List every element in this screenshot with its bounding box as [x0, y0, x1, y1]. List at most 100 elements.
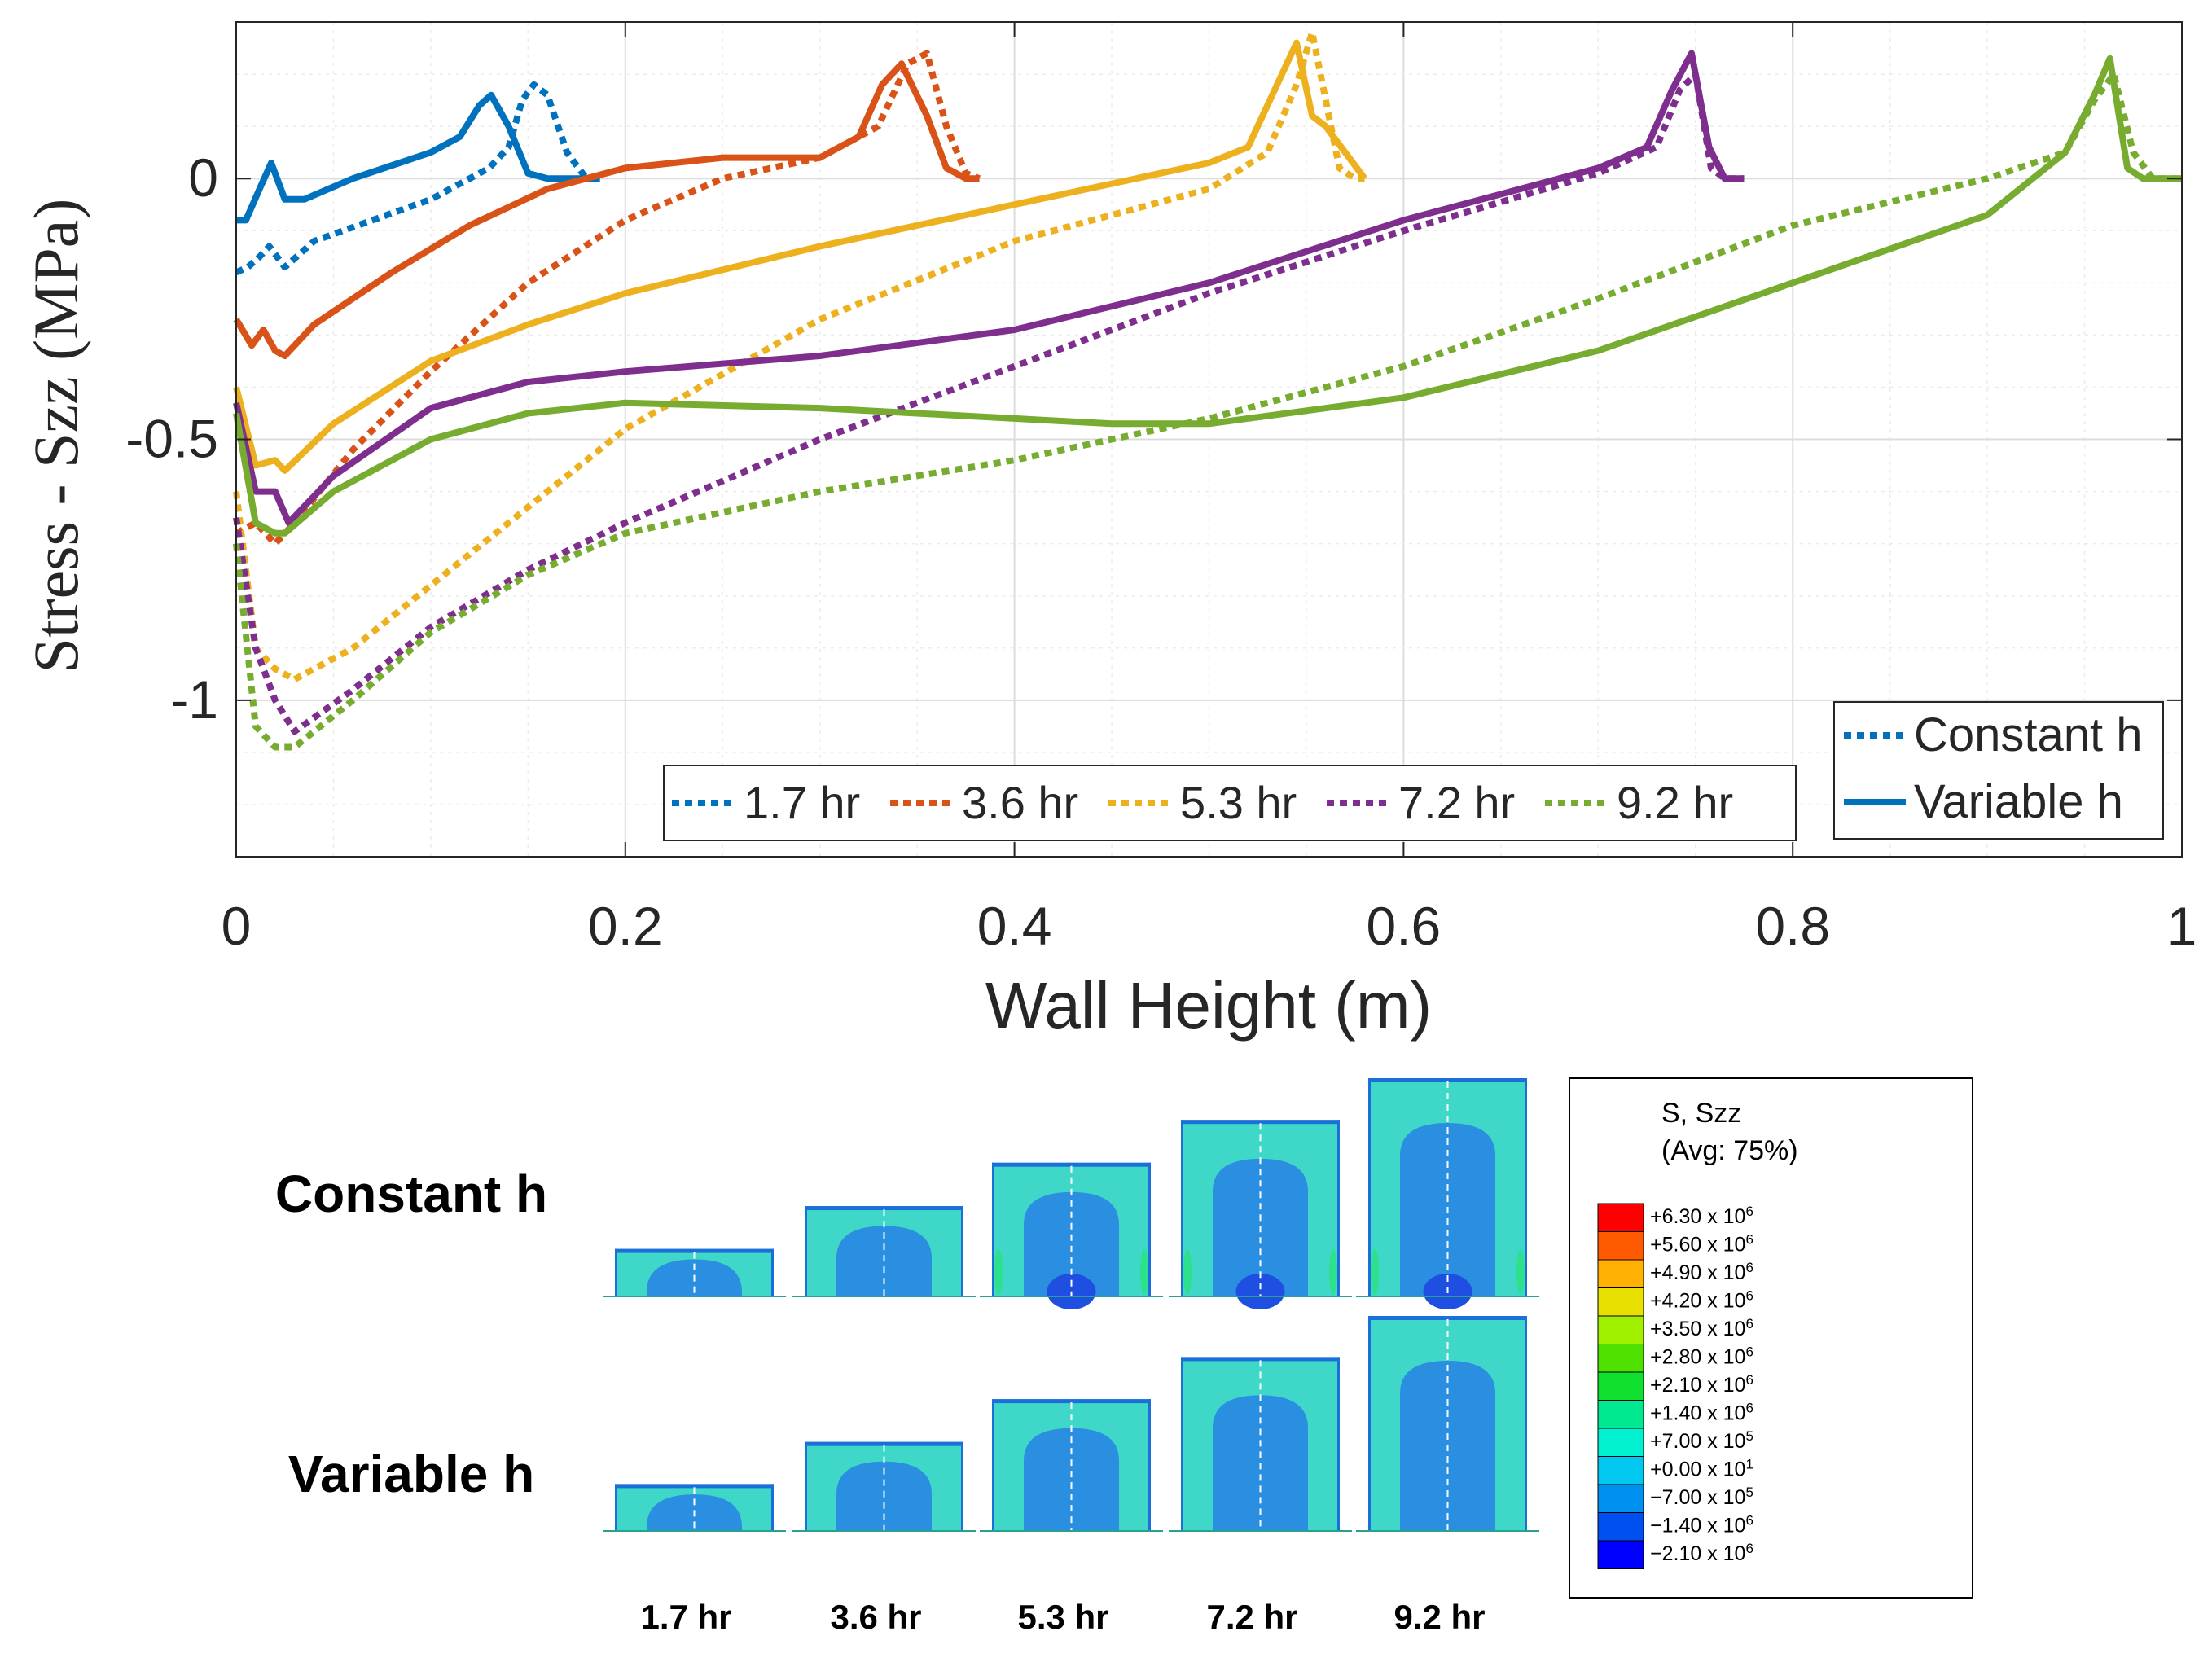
- panel-left-edge: [805, 1441, 807, 1531]
- panel-right-edge: [771, 1484, 774, 1531]
- color-scale-swatch: [1597, 1203, 1644, 1232]
- contour-time-label: 5.3 hr: [1017, 1598, 1108, 1636]
- color-scale-label: +0.00 x 101: [1650, 1457, 1753, 1481]
- color-scale-label: −2.10 x 106: [1650, 1541, 1753, 1565]
- color-scale-subtitle: (Avg: 75%): [1661, 1135, 1798, 1166]
- panel-right-edge: [1525, 1078, 1527, 1296]
- contour-time-label: 3.6 hr: [830, 1598, 921, 1636]
- color-scale-swatch: [1597, 1287, 1644, 1317]
- panel-left-edge: [615, 1484, 617, 1531]
- panel-top-edge: [992, 1162, 1151, 1167]
- legend-time-label: 5.3 hr: [1180, 777, 1297, 828]
- color-scale-label: −7.00 x 105: [1650, 1485, 1753, 1509]
- color-scale-label: +4.20 x 106: [1650, 1288, 1753, 1313]
- x-tick-label: 0.4: [977, 896, 1052, 956]
- panel-left-edge: [1181, 1120, 1183, 1296]
- series-line-72hr-constant: [233, 71, 1745, 735]
- color-scale-swatch: [1597, 1400, 1644, 1429]
- series-line-36hr-constant: [235, 50, 981, 547]
- color-scale-title: S, Szz: [1661, 1098, 1741, 1129]
- contour-panel-constant-1: [603, 1248, 786, 1297]
- panel-right-edge: [1337, 1120, 1340, 1296]
- series-line-17hr-variable: [236, 91, 600, 224]
- legend-style-variable: Variable h: [1914, 775, 2123, 828]
- panel-top-edge: [1368, 1316, 1527, 1320]
- color-scale-label: +6.30 x 106: [1650, 1204, 1753, 1228]
- contour-time-label: 7.2 hr: [1206, 1598, 1297, 1636]
- series-line-53hr-constant: [233, 29, 1365, 683]
- color-scale-label: +2.80 x 106: [1650, 1344, 1753, 1369]
- contour-time-label: 1.7 hr: [640, 1598, 731, 1636]
- panel-right-edge: [961, 1441, 963, 1531]
- panel-top-edge: [615, 1248, 774, 1253]
- panel-top-edge: [1368, 1078, 1527, 1082]
- color-scale-swatch: [1597, 1512, 1644, 1542]
- contour-panel-constant-2: [792, 1206, 976, 1297]
- series-line-53hr-variable: [233, 39, 1367, 474]
- color-scale-swatch: [1597, 1428, 1644, 1457]
- color-scale-label: −1.40 x 106: [1650, 1513, 1753, 1537]
- color-scale-label: +5.60 x 106: [1650, 1232, 1753, 1257]
- color-scale-label: +7.00 x 105: [1650, 1428, 1753, 1453]
- contour-panel-constant-5: [1356, 1078, 1539, 1309]
- panel-edge-tension: [1329, 1249, 1337, 1295]
- color-scale-legend: S, Szz (Avg: 75%) +6.30 x 106 +5.60 x 106…: [1569, 1077, 1973, 1599]
- legend-style-box: [1833, 701, 2164, 840]
- panel-top-edge: [615, 1484, 774, 1489]
- legend-time-label: 7.2 hr: [1398, 777, 1515, 828]
- color-scale-swatch: [1597, 1484, 1644, 1513]
- y-tick-label: -0.5: [125, 409, 218, 469]
- color-scale-swatch: [1597, 1259, 1644, 1288]
- color-scale-swatch: [1597, 1344, 1644, 1373]
- legend-time-label: 3.6 hr: [962, 777, 1078, 828]
- series-line-17hr-constant: [235, 81, 600, 276]
- contour-panels: [603, 1078, 1539, 1532]
- contour-panel-constant-3: [980, 1162, 1163, 1309]
- series-line-72hr-variable: [233, 50, 1745, 526]
- panel-edge-tension: [1516, 1249, 1525, 1295]
- series-line-36hr-variable: [233, 60, 980, 359]
- legend-time-label: 1.7 hr: [744, 777, 860, 828]
- panel-right-edge: [961, 1206, 963, 1296]
- panel-top-edge: [1181, 1120, 1340, 1125]
- legend-time-box: [663, 765, 1797, 841]
- x-axis-label: Wall Height (m): [985, 969, 1432, 1042]
- panel-right-edge: [1148, 1162, 1151, 1296]
- y-tick-label: 0: [188, 147, 218, 208]
- y-tick-label: -1: [170, 669, 218, 730]
- contour-panel-variable-2: [792, 1441, 976, 1532]
- panel-base-compression: [1235, 1274, 1285, 1309]
- color-scale-swatch: [1597, 1231, 1644, 1261]
- panel-top-edge: [1181, 1357, 1340, 1362]
- panel-left-edge: [1368, 1078, 1371, 1296]
- panel-edge-tension: [1371, 1249, 1379, 1295]
- row-label-variable: Variable h: [288, 1445, 534, 1503]
- contour-time-labels: 1.7 hr 3.6 hr 5.3 hr 7.2 hr 9.2 hr: [640, 1598, 1485, 1636]
- row-label-constant: Constant h: [275, 1165, 547, 1223]
- x-tick-label: 0.2: [588, 896, 663, 956]
- panel-top-edge: [805, 1441, 963, 1446]
- plot-series: [233, 29, 2182, 751]
- color-scale-swatch: [1597, 1456, 1644, 1485]
- color-scale-label: +3.50 x 106: [1650, 1316, 1753, 1340]
- contour-panel-variable-3: [980, 1399, 1163, 1532]
- legend-style: Constant h Variable h: [1833, 701, 2164, 840]
- y-axis-label: Stress - Szz (MPa): [20, 199, 91, 673]
- x-tick-label: 0.8: [1755, 896, 1830, 956]
- panel-left-edge: [805, 1206, 807, 1296]
- panel-left-edge: [1368, 1316, 1371, 1531]
- panel-left-edge: [992, 1399, 994, 1531]
- legend-style-constant: Constant h: [1914, 708, 2143, 761]
- panel-edge-tension: [1140, 1249, 1148, 1295]
- x-tick-label: 1: [2167, 896, 2197, 956]
- series-line-92hr-constant: [233, 71, 2182, 751]
- color-scale-label: +4.90 x 106: [1650, 1260, 1753, 1284]
- color-scale-swatch: [1597, 1371, 1644, 1401]
- panel-left-edge: [1181, 1357, 1183, 1531]
- contour-panel-variable-4: [1169, 1357, 1352, 1532]
- panel-edge-tension: [1183, 1249, 1192, 1295]
- panel-right-edge: [1337, 1357, 1340, 1531]
- panel-right-edge: [771, 1248, 774, 1296]
- panel-core: [1024, 1191, 1119, 1296]
